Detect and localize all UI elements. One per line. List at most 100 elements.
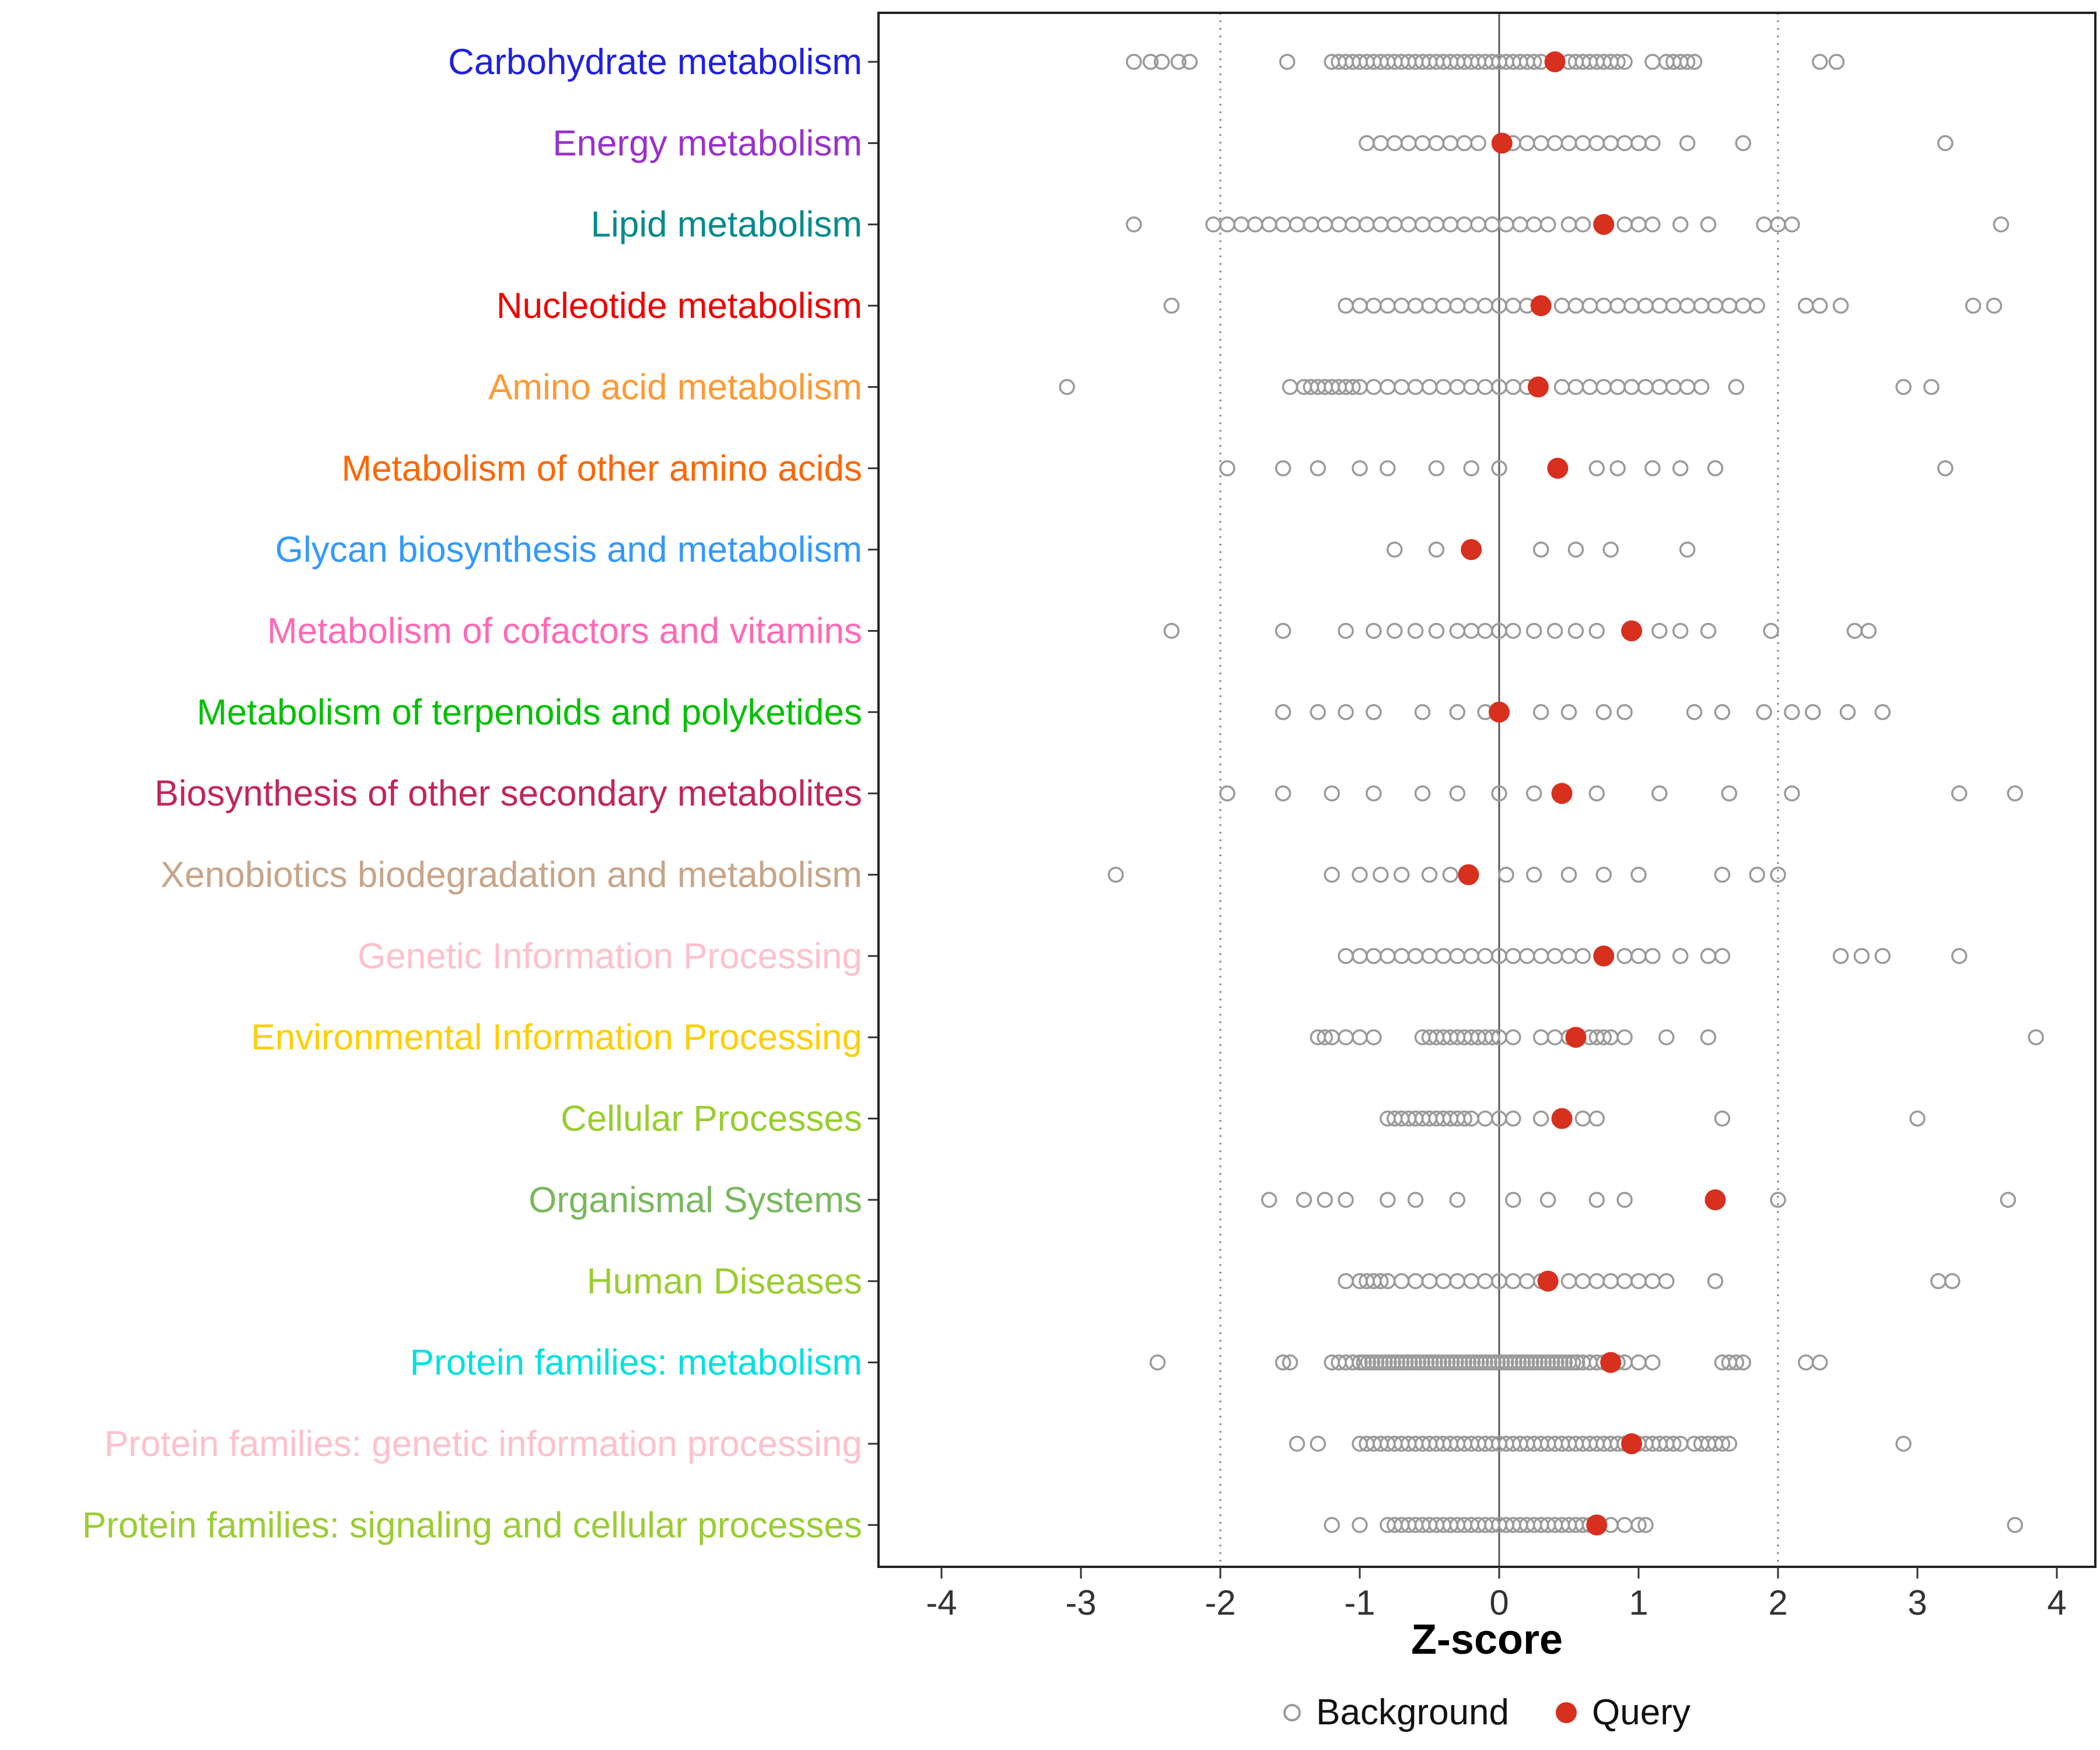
background-dot bbox=[1616, 1273, 1633, 1289]
background-dot bbox=[1623, 298, 1640, 314]
background-dot bbox=[1784, 785, 1800, 802]
background-dot bbox=[1421, 948, 1438, 964]
background-dot bbox=[1407, 379, 1424, 396]
background-dot bbox=[1393, 1273, 1410, 1289]
background-dot bbox=[1442, 866, 1459, 883]
background-dot bbox=[1407, 622, 1424, 639]
background-dot bbox=[1356, 1354, 1372, 1371]
background-dot bbox=[1512, 216, 1528, 233]
background-dot bbox=[1410, 1354, 1427, 1371]
plot-svg: Carbohydrate metabolism Energy metabolism… bbox=[82, 12, 2096, 1622]
background-dot bbox=[1494, 1354, 1510, 1371]
background-dot bbox=[1532, 1110, 1549, 1127]
query-dot bbox=[1593, 214, 1615, 235]
background-dot bbox=[1380, 460, 1396, 477]
background-dot bbox=[1770, 1192, 1786, 1208]
background-dot bbox=[1602, 135, 1619, 152]
background-dot bbox=[1275, 216, 1292, 233]
background-dot bbox=[1595, 298, 1612, 314]
background-dot bbox=[1811, 298, 1828, 314]
background-dot bbox=[1532, 541, 1549, 558]
background-dot bbox=[1651, 298, 1668, 314]
background-dot bbox=[1431, 1354, 1447, 1371]
background-dot bbox=[1331, 216, 1347, 233]
background-dot bbox=[1464, 1354, 1481, 1371]
background-dot bbox=[1602, 541, 1619, 558]
category-label: Protein families: signaling and cellular… bbox=[82, 1505, 862, 1545]
background-dot bbox=[1407, 948, 1424, 964]
background-dot bbox=[1219, 216, 1236, 233]
category-label: Amino acid metabolism bbox=[488, 367, 862, 407]
background-dot bbox=[1553, 379, 1570, 396]
background-dot bbox=[1637, 298, 1654, 314]
background-dot bbox=[1630, 1273, 1647, 1289]
background-dot bbox=[1456, 1354, 1472, 1371]
background-dot bbox=[1463, 948, 1479, 964]
query-dot bbox=[1551, 783, 1573, 804]
background-dot bbox=[1595, 866, 1612, 883]
x-tick-label: -3 bbox=[1065, 1583, 1096, 1622]
background-dot bbox=[1393, 379, 1410, 396]
background-dot bbox=[1588, 1192, 1605, 1208]
background-dot bbox=[1644, 1354, 1661, 1371]
background-dot bbox=[1393, 1354, 1410, 1371]
background-dot bbox=[1489, 1354, 1506, 1371]
background-dot bbox=[1470, 216, 1486, 233]
background-dot bbox=[1443, 1354, 1460, 1371]
background-dot bbox=[1651, 622, 1668, 639]
background-dot bbox=[1644, 135, 1661, 152]
background-dot bbox=[1546, 948, 1563, 964]
background-dot bbox=[1560, 866, 1577, 883]
background-dot bbox=[1407, 298, 1424, 314]
x-tick-label: 2 bbox=[1768, 1583, 1787, 1622]
background-dot bbox=[1428, 135, 1445, 152]
background-dot bbox=[1477, 1110, 1493, 1127]
background-dot bbox=[1532, 948, 1549, 964]
background-dot bbox=[1477, 1354, 1493, 1371]
background-dot bbox=[1756, 216, 1772, 233]
background-dot bbox=[1721, 298, 1738, 314]
background-dot bbox=[1498, 866, 1514, 883]
background-dot bbox=[1470, 135, 1486, 152]
background-dot bbox=[1366, 622, 1382, 639]
background-dot bbox=[1505, 1192, 1521, 1208]
background-dot bbox=[1352, 1354, 1368, 1371]
background-dot bbox=[1324, 785, 1340, 802]
background-dot bbox=[1373, 1354, 1389, 1371]
query-dot bbox=[1544, 51, 1566, 72]
background-dot bbox=[1435, 379, 1452, 396]
background-dot bbox=[1368, 1354, 1385, 1371]
background-dot bbox=[1421, 298, 1438, 314]
background-dot bbox=[1644, 54, 1661, 70]
query-dot bbox=[1491, 132, 1513, 154]
background-dot bbox=[1219, 785, 1236, 802]
x-tick-label: 4 bbox=[2047, 1583, 2066, 1622]
background-dot bbox=[1532, 1029, 1549, 1045]
background-dot bbox=[1686, 54, 1703, 70]
background-dot bbox=[1345, 379, 1361, 396]
background-dot bbox=[1679, 298, 1696, 314]
background-dot bbox=[1644, 216, 1661, 233]
background-dot bbox=[1387, 216, 1403, 233]
x-tick-label: -2 bbox=[1205, 1583, 1236, 1622]
background-dot bbox=[1498, 1354, 1514, 1371]
background-dot bbox=[1345, 1354, 1361, 1371]
background-dot bbox=[1449, 1273, 1466, 1289]
category-label: Cellular Processes bbox=[561, 1099, 862, 1139]
legend: Background Query bbox=[878, 1692, 2095, 1733]
background-dot bbox=[1552, 1354, 1569, 1371]
category-label: Environmental Information Processing bbox=[251, 1017, 862, 1058]
background-dot bbox=[1514, 1354, 1531, 1371]
background-dot bbox=[1289, 216, 1306, 233]
background-dot bbox=[1407, 1192, 1424, 1208]
background-dot bbox=[1275, 785, 1292, 802]
background-dot bbox=[1644, 1273, 1661, 1289]
query-dot bbox=[1461, 539, 1482, 561]
category-label: Energy metabolism bbox=[552, 123, 862, 163]
background-dot bbox=[1481, 1354, 1498, 1371]
background-dot bbox=[1477, 948, 1493, 964]
background-dot bbox=[1665, 379, 1682, 396]
background-dot bbox=[1923, 379, 1940, 396]
background-dot bbox=[1463, 460, 1479, 477]
query-dot bbox=[1565, 1027, 1587, 1048]
